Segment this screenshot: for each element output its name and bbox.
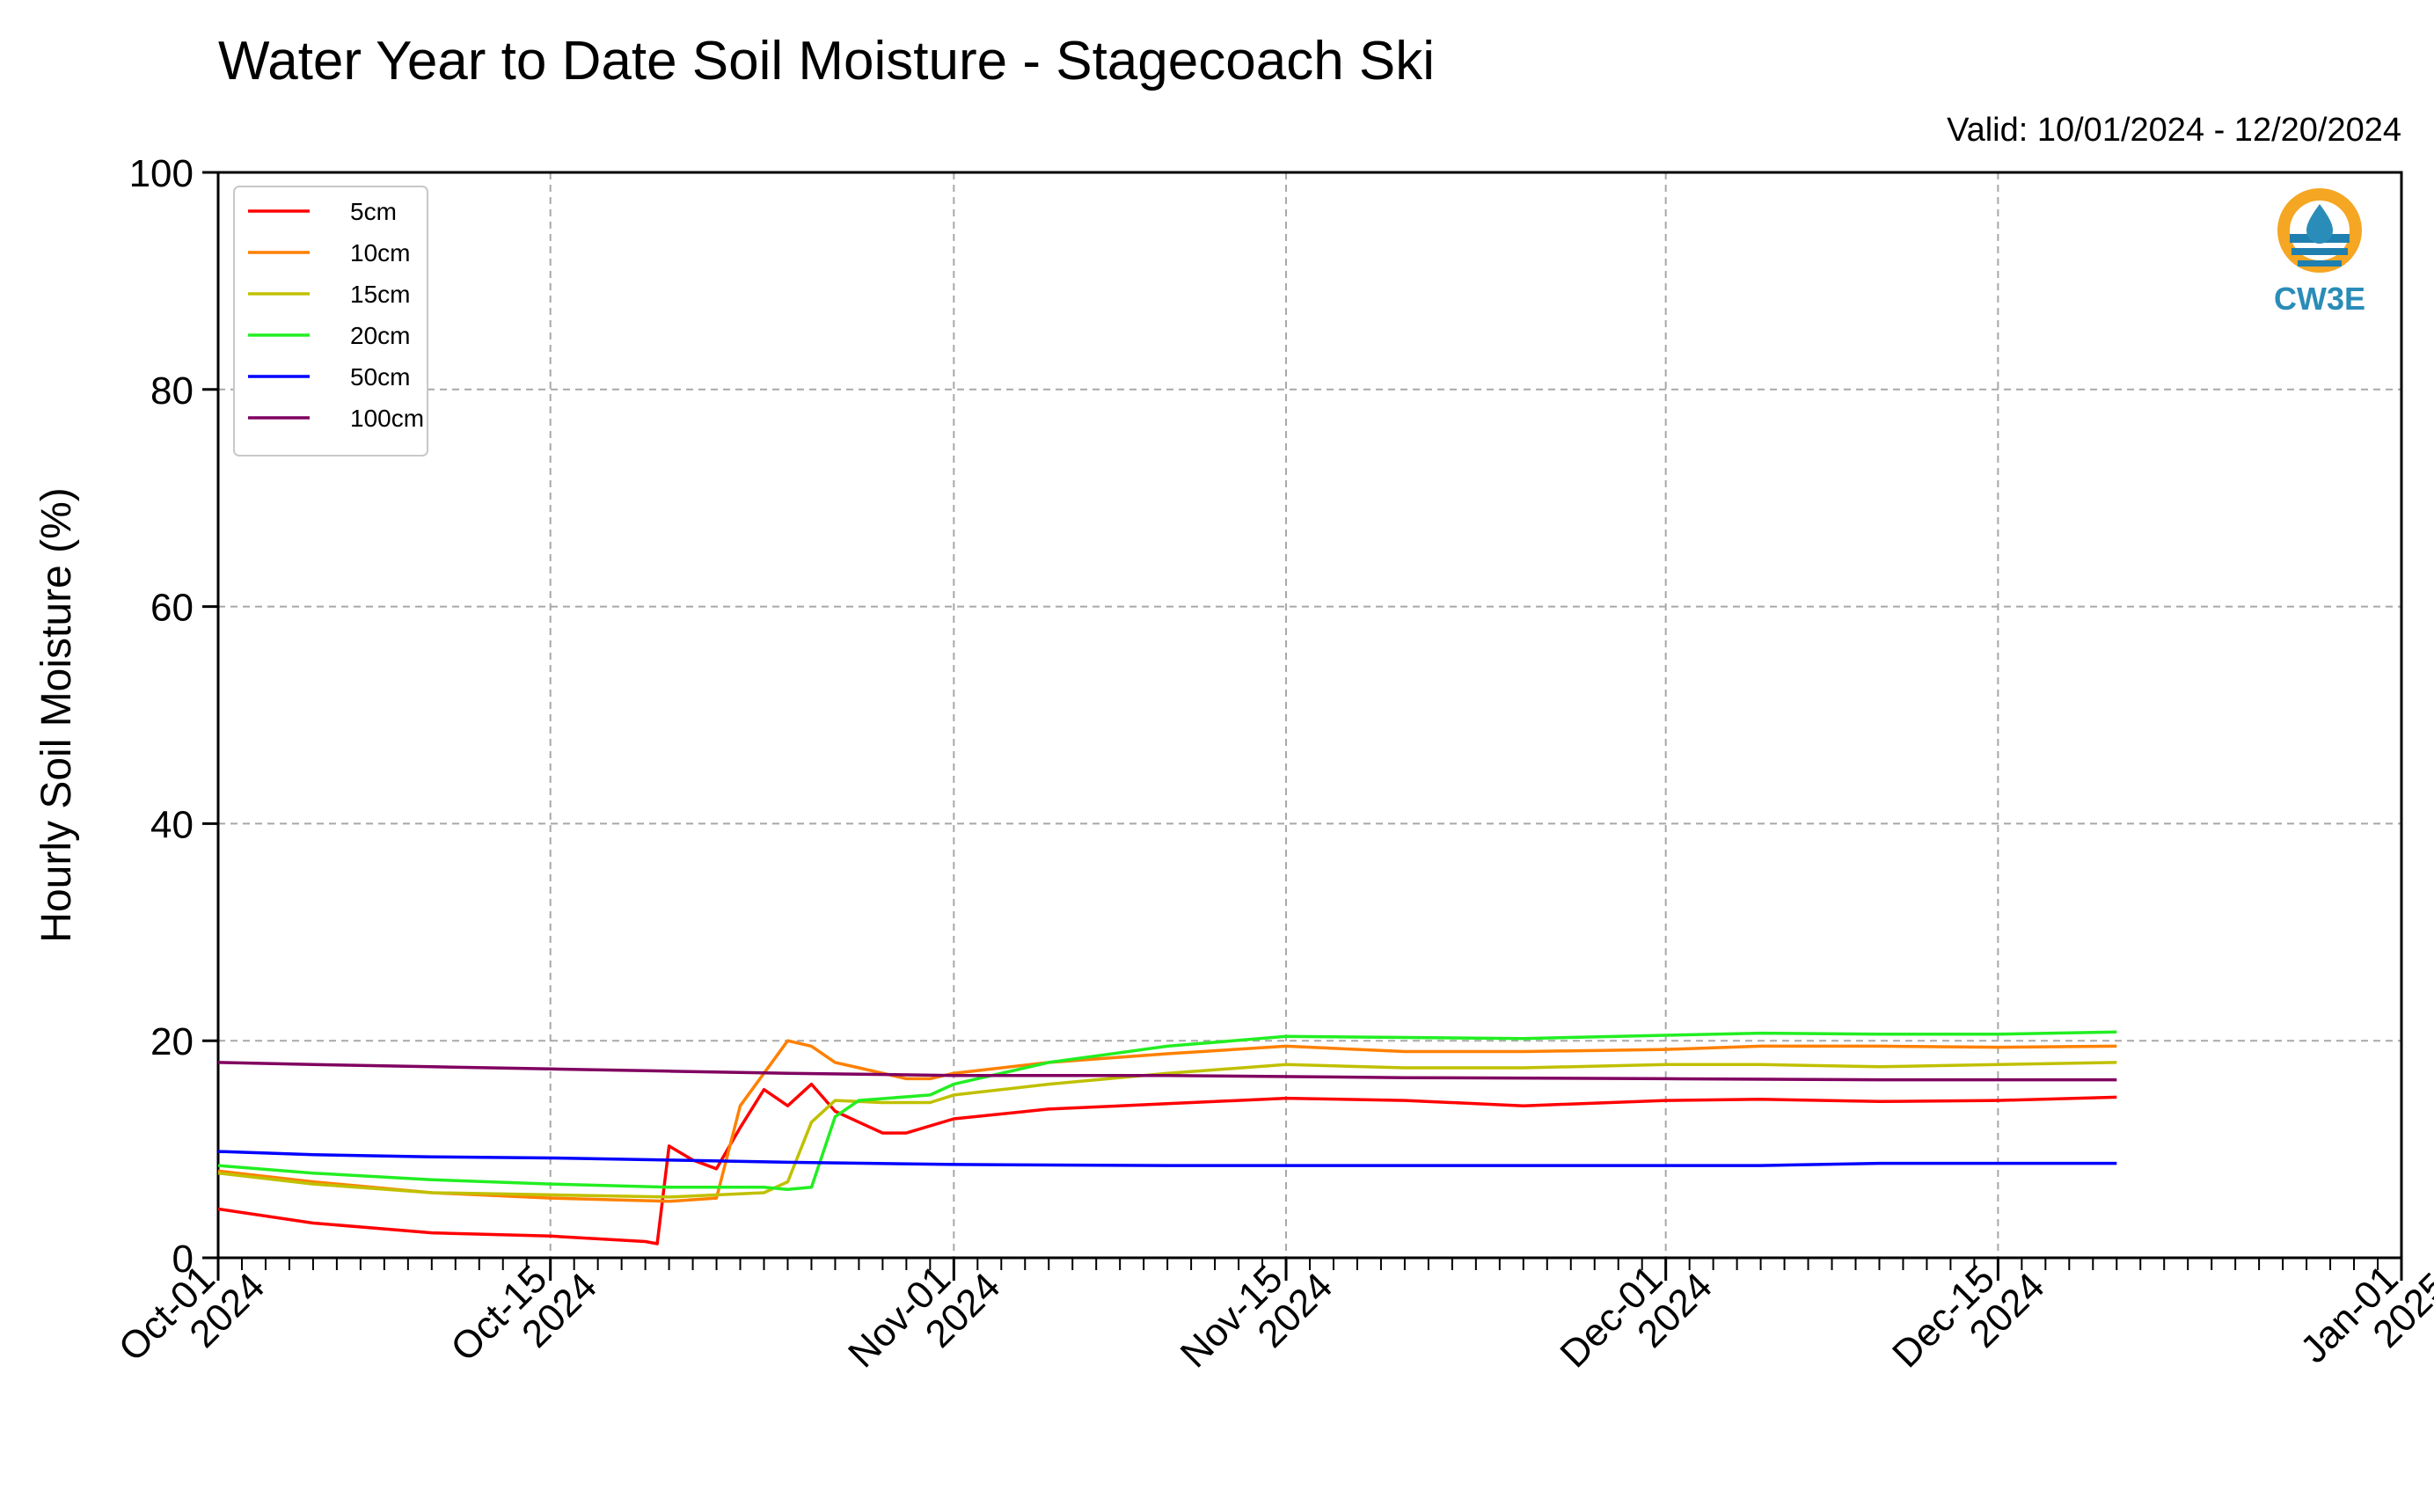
- series-line-50cm: [217, 1150, 2117, 1167]
- y-tick-label: 40: [150, 803, 194, 846]
- chart-title: Water Year to Date Soil Moisture - Stage…: [218, 31, 1435, 91]
- legend-label-20cm: 20cm: [350, 322, 410, 349]
- valid-date-range: Valid: 10/01/2024 - 12/20/2024: [1947, 112, 2401, 149]
- logo-waves-icon: [2290, 234, 2350, 267]
- plot-border: [216, 171, 2403, 1260]
- y-axis: 0 20 40 60 80 100: [129, 152, 218, 1281]
- series-line-20cm: [217, 1030, 2117, 1192]
- y-tick-label: 80: [150, 369, 194, 413]
- grid-lines: [218, 172, 2401, 1258]
- legend-label-5cm: 5cm: [350, 198, 397, 225]
- logo-droplet-icon: [2306, 204, 2333, 244]
- series-line-15cm: [217, 1061, 2117, 1199]
- cw3e-logo: CW3E: [2274, 188, 2365, 317]
- series-line-5cm: [217, 1082, 2117, 1245]
- legend-label-15cm: 15cm: [350, 281, 410, 308]
- y-tick-label: 20: [150, 1020, 194, 1063]
- legend-label-50cm: 50cm: [350, 363, 410, 391]
- plot-frame: [216, 171, 2403, 1260]
- series-lines: [217, 1030, 2117, 1245]
- series-line-100cm: [217, 1061, 2117, 1082]
- y-tick-label: 0: [172, 1238, 194, 1281]
- legend-label-100cm: 100cm: [350, 405, 424, 432]
- y-tick-label: 100: [129, 152, 194, 195]
- legend: 5cm 10cm 15cm 20cm 50cm 100cm: [233, 186, 428, 457]
- y-tick-label: 60: [150, 587, 194, 630]
- logo-text: CW3E: [2274, 281, 2365, 317]
- legend-label-10cm: 10cm: [350, 239, 410, 267]
- y-axis-label: Hourly Soil Moisture (%): [33, 487, 80, 942]
